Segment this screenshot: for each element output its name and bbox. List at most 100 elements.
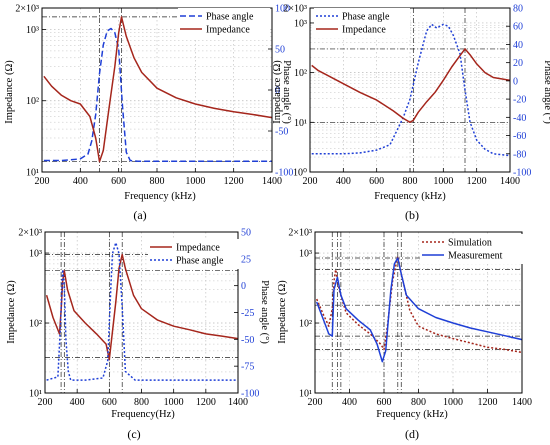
y2-tick-label: 20 [513,58,523,69]
panel-label-c: (c) [127,427,140,441]
y-tick-label: 10¹ [294,118,307,129]
y-top-tick-label: 2×10³ [18,228,42,239]
y2-axis-label-a: Phase angle (°) [281,60,292,124]
y2-tick-label: 25 [241,254,251,265]
x-tick-label: 1400 [500,176,520,187]
x-tick-label: 1000 [443,397,463,408]
y-top-tick-label: 2×10³ [288,228,312,239]
y-tick-label: 10³ [26,25,39,36]
y2-tick-label: -100 [275,168,293,179]
y2-tick-label: 60 [513,22,523,33]
series-group-d [315,255,523,363]
panel-label-d: (d) [405,427,419,441]
y-tick-label: 10² [26,96,39,107]
series-line-impedance [311,48,511,124]
series-group-b [311,23,511,157]
legend-label: Impedance [176,243,220,254]
y2-tick-label: 0 [275,86,280,97]
x-axis-label-c: Frequency(Hz) [111,409,175,420]
y-tick-label: 10¹ [29,389,42,400]
chart-panel-d: 200 400 600 800 1000 1200 1400 10¹ 10² 10³ 2×10³ Si… [277,228,532,442]
x-tick-label: 1400 [512,397,532,408]
y-tick-label: 10³ [299,249,312,260]
y2-tick-label: 50 [241,228,251,239]
x-axis-label-b: Frequency (kHz) [374,191,446,202]
y-tick-label: 10² [299,319,312,330]
x-tick-label: 600 [377,397,392,408]
y2-tick-label: -40 [513,113,526,124]
y2-tick-label: -50 [241,335,254,346]
y2-axis-label-b: Phase angle (°) [542,60,550,124]
y2-axis-label-c: Phase angle (°) [259,280,270,344]
y2-tick-label: 0 [513,76,518,87]
series-line-phase-angle [43,27,272,163]
y2-tick-label: -100 [241,389,259,400]
x-tick-label: 200 [308,397,323,408]
y2-tick-label: 50 [275,45,285,56]
y-axis-label-b: Impedance (Ω) [272,60,283,124]
x-tick-label: 1400 [262,176,282,187]
axes-c: 200 400 600 800 1000 1200 1400 10¹ 10² 10³ 2×10³ -1… [18,228,259,409]
x-tick-label: 400 [336,176,351,187]
x-tick-label: 600 [111,176,126,187]
y-top-tick-label: 2×10³ [283,4,307,15]
x-tick-label: 1200 [467,176,487,187]
chart-panel-b: 200 400 600 800 1000 1200 140010⁰10¹10²10³2×10… [272,4,550,223]
y2-tick-label: 0 [241,281,246,292]
y-tick-label: 10² [294,68,307,79]
legend-box [148,239,240,269]
y-tick-label: 10¹ [299,389,312,400]
y-tick-label: 10⁰ [293,168,307,179]
legend-label: Phase angle [342,12,390,23]
x-tick-label: 1000 [433,176,453,187]
x-tick-label: 200 [303,176,318,187]
x-tick-label: 400 [73,176,88,187]
series-line-impedance [45,253,239,361]
legend: Impedance Phase angle [148,239,240,269]
series-line-phase-angle [311,23,511,157]
x-tick-label: 1200 [224,176,244,187]
x-tick-label: 800 [134,397,149,408]
y2-tick-label: 100 [275,4,290,15]
y-axis-label-d: Impedance (Ω) [277,280,288,344]
series-group-a [43,16,273,163]
x-tick-label: 800 [403,176,418,187]
y-axis-label-c: Impedance (Ω) [6,280,17,344]
legend-label: Phase angle [206,12,254,23]
y2-tick-label: -20 [513,95,526,106]
chart-panel-c: 200 400 600 800 1000 1200 1400 10¹ 10² 10³ 2×10³ -1… [6,228,270,442]
legend-label: Impedance [206,25,250,36]
x-tick-label: 200 [35,176,50,187]
legend-box [314,8,410,38]
x-axis-label-a: Frequency (kHz) [124,191,196,202]
legend-box [420,234,524,264]
x-tick-label: 1200 [478,397,498,408]
legend-label: Phase angle [176,256,224,267]
y2-tick-label: -100 [513,168,531,179]
axes-a: 200 400 600 800 1000 1200 140010¹10²10³2×10³-1… [15,4,293,188]
x-tick-label: 1000 [164,397,184,408]
x-tick-label: 600 [369,176,384,187]
x-tick-label: 200 [38,397,53,408]
x-tick-label: 600 [102,397,117,408]
x-axis-label-d: Frequency (kHz) [376,409,448,420]
y-tick-label: 10³ [29,249,42,260]
legend-label: Impedance [342,25,386,36]
x-tick-label: 1400 [228,397,248,408]
y2-tick-label: 40 [513,40,523,51]
legend: Phase angle Impedance [314,8,410,38]
y-top-tick-label: 2×10³ [15,4,39,15]
x-tick-label: 1200 [196,397,216,408]
legend-label: Measurement [448,251,503,262]
y2-tick-label: -75 [241,362,254,373]
legend: Phase angle Impedance [178,8,270,38]
y-tick-label: 10³ [294,18,307,29]
y-tick-label: 10¹ [26,168,39,179]
axes-b: 200 400 600 800 1000 1200 140010⁰10¹10²10³2×10… [283,4,531,188]
legend-box [178,8,270,38]
y2-tick-label: -50 [275,127,288,138]
x-tick-label: 400 [342,397,357,408]
y-axis-label-a: Impedance (Ω) [4,60,15,124]
series-group-c [45,241,239,381]
x-tick-label: 800 [150,176,165,187]
